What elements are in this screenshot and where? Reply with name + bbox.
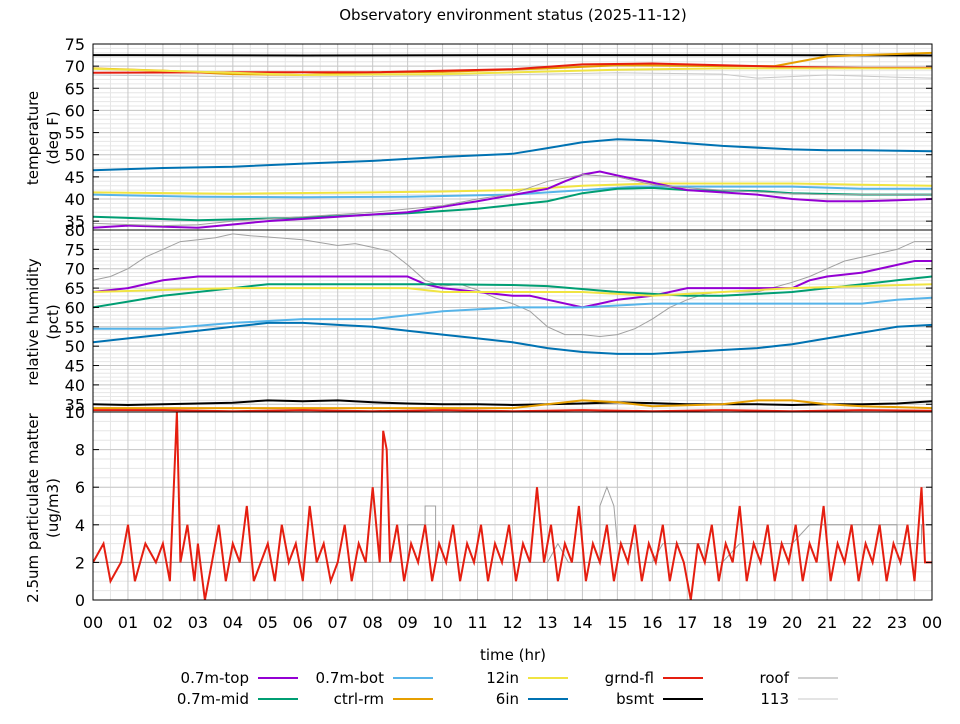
- pm25-ytick-label: 0: [75, 591, 85, 610]
- humidity-ytick-label: 50: [65, 337, 85, 356]
- xtick-label: 21: [817, 613, 837, 632]
- xtick-label: 11: [467, 613, 487, 632]
- humidity-ytick-label: 45: [65, 357, 85, 376]
- xtick-label: 08: [362, 613, 382, 632]
- temperature-ytick-label: 50: [65, 146, 85, 165]
- xtick-label: 02: [153, 613, 173, 632]
- legend-label-ctrl: ctrl-rm: [334, 690, 384, 708]
- x-axis-label: time (hr): [480, 646, 546, 664]
- xtick-label: 12: [502, 613, 522, 632]
- temperature-ytick-label: 55: [65, 124, 85, 143]
- humidity-series-grnd: [93, 410, 932, 411]
- xtick-label: 23: [887, 613, 907, 632]
- legend-label-roof: roof: [760, 669, 790, 687]
- xtick-label: 03: [188, 613, 208, 632]
- xtick-label: 00: [922, 613, 942, 632]
- plot-area: 3540455055606570753540455055606570758002…: [65, 35, 943, 632]
- legend-label-s113: 113: [760, 690, 789, 708]
- temperature-ytick-label: 75: [65, 35, 85, 54]
- temperature-ytick-label: 70: [65, 57, 85, 76]
- humidity-ylabel: relative humidity: [24, 258, 42, 386]
- xtick-label: 17: [677, 613, 697, 632]
- xtick-label: 06: [293, 613, 313, 632]
- temperature-ylabel: temperature: [24, 91, 42, 185]
- xtick-label: 09: [397, 613, 417, 632]
- xtick-label: 19: [747, 613, 767, 632]
- xtick-label: 16: [642, 613, 662, 632]
- temperature-ytick-label: 65: [65, 79, 85, 98]
- humidity-ytick-label: 70: [65, 260, 85, 279]
- humidity-ytick-label: 65: [65, 279, 85, 298]
- pm25-ylabel-units: (ug/m3): [44, 478, 62, 538]
- legend-label-grnd: grnd-fl: [605, 669, 654, 687]
- xtick-label: 00: [83, 613, 103, 632]
- humidity-ytick-label: 80: [65, 221, 85, 240]
- xtick-label: 15: [607, 613, 627, 632]
- pm25-ylabel: 2.5um particulate matter: [24, 412, 42, 602]
- legend-label-in12: 12in: [486, 669, 519, 687]
- legend-label-bsmt: bsmt: [616, 690, 654, 708]
- humidity-ytick-label: 40: [65, 376, 85, 395]
- xtick-label: 14: [572, 613, 592, 632]
- pm25-ytick-label: 4: [75, 516, 85, 535]
- legend-label-top: 0.7m-top: [181, 669, 249, 687]
- humidity-ytick-label: 60: [65, 298, 85, 317]
- xtick-label: 10: [432, 613, 452, 632]
- temperature-ytick-label: 40: [65, 190, 85, 209]
- xtick-label: 18: [712, 613, 732, 632]
- xtick-label: 20: [782, 613, 802, 632]
- xtick-label: 04: [223, 613, 243, 632]
- xtick-label: 22: [852, 613, 872, 632]
- pm25-ytick-label: 8: [75, 441, 85, 460]
- temperature-ytick-label: 60: [65, 101, 85, 120]
- xtick-label: 13: [537, 613, 557, 632]
- xtick-label: 07: [328, 613, 348, 632]
- legend: 0.7m-top 0.7m-mid 0.7m-bot ctrl-rm 12in 6in gr…: [177, 669, 838, 708]
- temperature-ytick-label: 45: [65, 168, 85, 187]
- xtick-label: 05: [258, 613, 278, 632]
- humidity-ytick-label: 75: [65, 240, 85, 259]
- humidity-ytick-label: 55: [65, 318, 85, 337]
- pm25-ytick-label: 2: [75, 553, 85, 572]
- humidity-ylabel-units: (pct): [44, 304, 62, 339]
- legend-label-mid: 0.7m-mid: [177, 690, 249, 708]
- legend-label-bot: 0.7m-bot: [316, 669, 385, 687]
- legend-label-in6: 6in: [496, 690, 519, 708]
- chart-title: Observatory environment status (2025-11-…: [339, 6, 687, 24]
- pm25-ytick-label: 10: [65, 403, 85, 422]
- xtick-label: 01: [118, 613, 138, 632]
- temperature-ylabel-units: (deg F): [44, 111, 62, 164]
- pm25-ytick-label: 6: [75, 478, 85, 497]
